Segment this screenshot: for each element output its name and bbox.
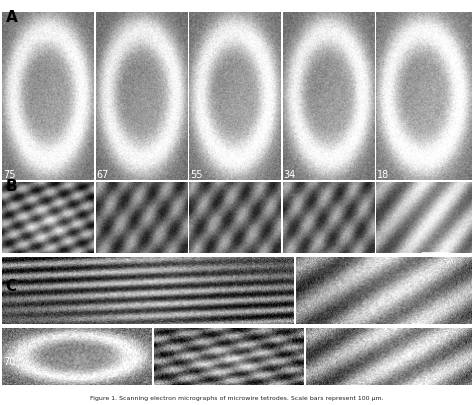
- Text: B: B: [6, 179, 18, 194]
- Text: 70: 70: [3, 357, 16, 367]
- Text: 18: 18: [377, 170, 389, 180]
- Text: 34: 34: [283, 170, 296, 180]
- Text: 75: 75: [3, 170, 16, 180]
- Text: 67: 67: [97, 170, 109, 180]
- Text: A: A: [6, 10, 18, 25]
- Text: C: C: [6, 279, 17, 294]
- Text: Figure 1. Scanning electron micrographs of microwire tetrodes. Scale bars repres: Figure 1. Scanning electron micrographs …: [90, 396, 384, 401]
- Text: 55: 55: [190, 170, 202, 180]
